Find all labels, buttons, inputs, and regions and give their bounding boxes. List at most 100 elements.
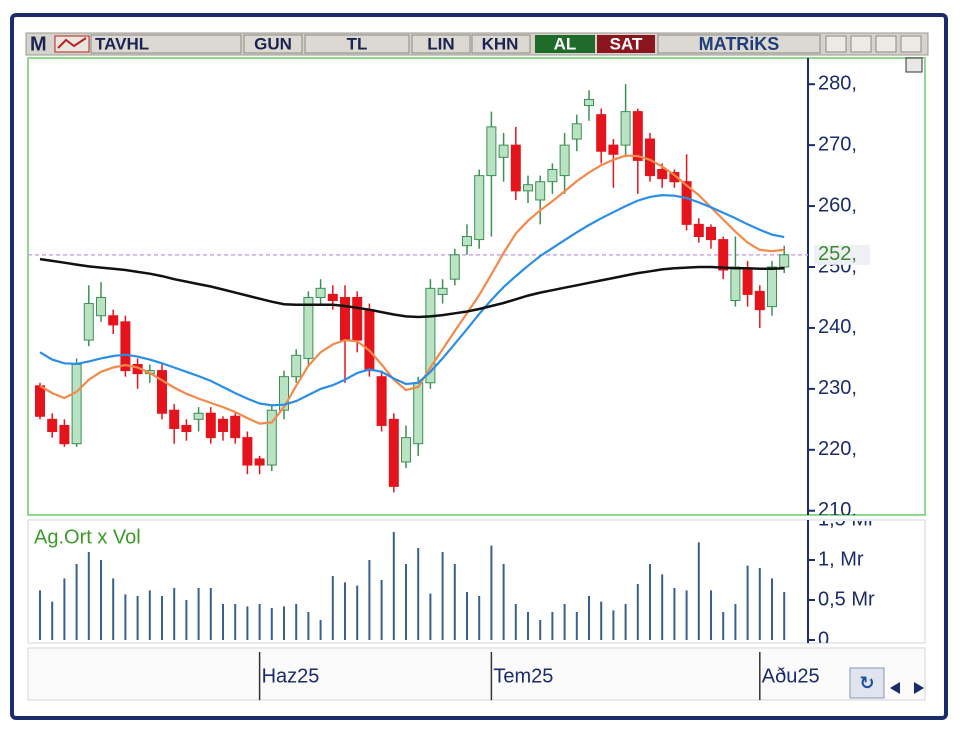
- candle-body: [218, 418, 228, 433]
- candle-body: [608, 144, 619, 155]
- scale-button[interactable]: [411, 34, 471, 54]
- candle-body: [83, 303, 94, 341]
- candle-body: [486, 126, 497, 177]
- candle-body: [291, 354, 302, 378]
- candle-body: [767, 266, 777, 308]
- menu-button[interactable]: [825, 35, 847, 53]
- y-tick-label: 0,5 Mr: [818, 588, 875, 610]
- close-button[interactable]: [900, 35, 922, 53]
- refresh-icon: ↻: [859, 673, 874, 693]
- candle-body: [327, 293, 338, 302]
- candle-body: [205, 412, 216, 439]
- candle-body: [547, 169, 558, 183]
- candle-body: [523, 184, 533, 192]
- candle-body: [413, 382, 424, 445]
- candle-body: [596, 114, 607, 152]
- y-tick-label: 1, Mr: [818, 548, 864, 570]
- candle-body: [584, 98, 594, 107]
- candle-body: [510, 144, 521, 192]
- candle-body: [193, 412, 204, 420]
- time-axis: Haz25 Tem25 Aðu25: [258, 652, 820, 700]
- logo: M: [30, 33, 47, 55]
- candle-body: [47, 418, 58, 433]
- period-button[interactable]: [243, 34, 303, 54]
- candle-body: [266, 409, 277, 466]
- candle-body: [706, 226, 716, 241]
- time-axis-panel: [27, 647, 926, 701]
- volume-panel: [27, 519, 926, 644]
- moving-average: [39, 257, 785, 319]
- candle-body: [669, 172, 680, 183]
- buy-button[interactable]: [535, 35, 595, 53]
- last-price-label: 252,: [818, 243, 857, 265]
- candle-body: [120, 321, 131, 372]
- candle-body: [559, 144, 570, 177]
- sell: SAT: [610, 34, 643, 53]
- symbol-box[interactable]: [90, 34, 242, 54]
- x-tick-label: Tem25: [493, 665, 553, 687]
- candle-body: [535, 181, 546, 201]
- panel-button[interactable]: [905, 57, 923, 73]
- moving-average: [39, 154, 785, 425]
- price-panel: [27, 57, 926, 516]
- y-tick-label: 230,: [818, 377, 857, 399]
- candle-body: [693, 223, 704, 238]
- candle-body: [657, 169, 668, 180]
- y-tick-label: 270,: [818, 133, 857, 155]
- candle-body: [474, 175, 485, 241]
- y-tick-label: 1,5 Mr: [818, 508, 875, 530]
- scroll-right[interactable]: [914, 682, 924, 694]
- candle-body: [498, 144, 509, 158]
- moving-average: [39, 193, 785, 407]
- buy: AL: [554, 34, 577, 53]
- candle-body: [254, 458, 265, 466]
- y-tick-label: 260,: [818, 194, 857, 216]
- y-tick-label: 210,: [818, 499, 857, 521]
- candle-body: [96, 296, 106, 317]
- brand: MATRiKS: [699, 34, 780, 54]
- mode: KHN: [482, 34, 519, 53]
- panel-title: Ag.Ort x Vol: [34, 526, 141, 548]
- symbol: TAVHL: [95, 34, 149, 53]
- candle-body: [364, 309, 375, 372]
- candle-body: [718, 239, 729, 271]
- period: GUN: [254, 34, 292, 53]
- candle-body: [754, 290, 765, 311]
- y-tick-label: 280,: [818, 72, 857, 94]
- candle-body: [230, 415, 241, 439]
- candle-body: [59, 424, 70, 445]
- candle-body: [449, 254, 460, 280]
- scroll-left[interactable]: [890, 682, 900, 694]
- y-tick-label: 240,: [818, 316, 857, 338]
- scale: LIN: [427, 34, 454, 53]
- maximize-button[interactable]: [875, 35, 897, 53]
- candle-body: [157, 370, 167, 414]
- candle-body: [71, 363, 82, 445]
- price-plot: 280,270,260,250,240,230,220,210,252,: [28, 72, 870, 521]
- volume-plot: Ag.Ort x Vol 0 0,5 Mr 1, Mr 1,5 Mr: [34, 508, 875, 650]
- candle-body: [303, 296, 314, 359]
- candle-body: [181, 424, 192, 433]
- last-price-box: [814, 244, 870, 265]
- x-tick-label: Haz25: [262, 665, 320, 687]
- mode-button[interactable]: [471, 34, 531, 54]
- candle-body: [242, 437, 253, 466]
- candle-body: [279, 376, 289, 411]
- y-tick-label: 0: [818, 628, 829, 650]
- candle-body: [779, 254, 790, 268]
- candle-body: [632, 111, 643, 161]
- candle-body: [352, 296, 363, 341]
- y-tick-label: 220,: [818, 438, 857, 460]
- candle-body: [340, 296, 350, 341]
- refresh-button[interactable]: [849, 667, 885, 699]
- minimize-button[interactable]: [850, 35, 872, 53]
- candle-body: [571, 123, 582, 140]
- sell-button[interactable]: [597, 35, 655, 53]
- currency-button[interactable]: [304, 34, 410, 54]
- x-tick-label: Aðu25: [762, 665, 820, 687]
- candle-body: [315, 287, 326, 298]
- candle-body: [376, 376, 387, 426]
- candle-body: [645, 138, 655, 177]
- candle-body: [108, 315, 119, 326]
